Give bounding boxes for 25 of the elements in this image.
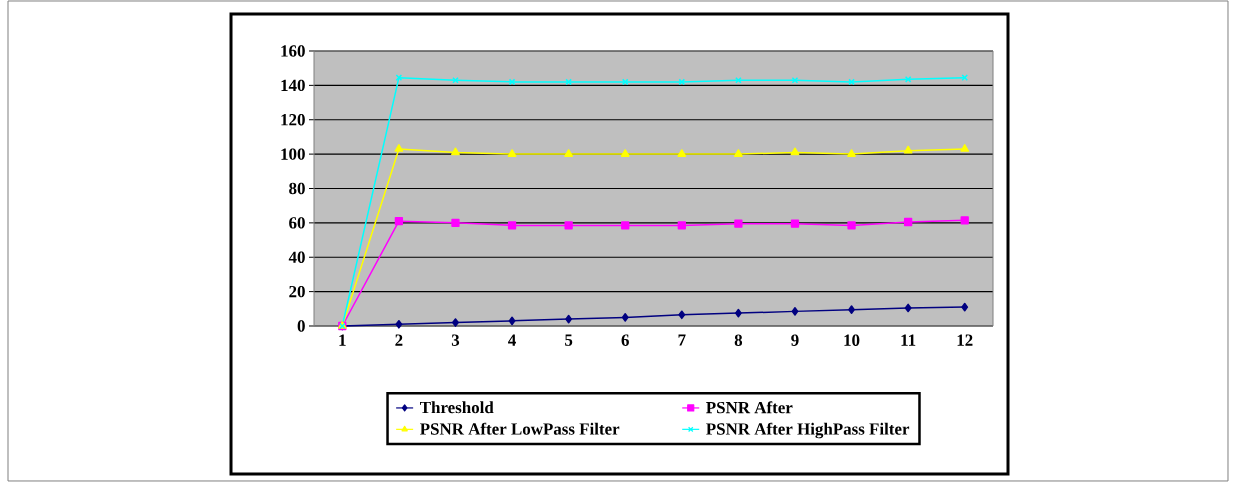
y-tick-label: 120 [281, 114, 305, 126]
y-tick-label: 100 [281, 148, 305, 160]
x-tick-label: 6 [621, 334, 629, 346]
x-tick-label: 11 [901, 334, 916, 346]
y-tick-label: 140 [281, 79, 305, 92]
y-tick-label: 160 [281, 45, 305, 57]
x-tick-label: 9 [791, 334, 799, 346]
y-tick-label: 20 [289, 285, 305, 298]
x-tick-label: 7 [678, 334, 686, 346]
x-tick-label: 1 [339, 334, 346, 346]
legend-label: PSNR After [706, 401, 793, 414]
x-tick-label: 2 [395, 334, 403, 346]
x-tick-label: 4 [508, 334, 516, 346]
x-tick-label: 12 [957, 334, 973, 346]
legend-label: PSNR After LowPass Filter [420, 422, 620, 435]
x-tick-label: 10 [844, 334, 860, 346]
y-tick-label: 80 [289, 182, 305, 195]
legend-label: PSNR After HighPass Filter [706, 422, 910, 439]
y-tick-label: 40 [288, 251, 305, 263]
x-tick-label: 8 [734, 334, 743, 346]
x-tick-label: 3 [451, 334, 460, 346]
y-tick-label: 60 [289, 217, 305, 229]
y-tick-label: 0 [297, 320, 305, 332]
x-tick-label: 5 [565, 334, 573, 346]
legend-label: Threshold [420, 401, 494, 414]
